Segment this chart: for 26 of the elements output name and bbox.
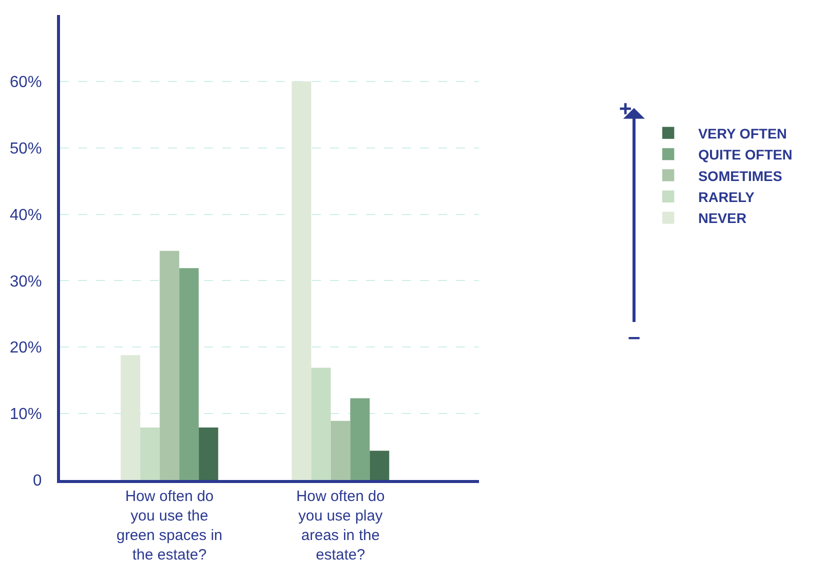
text: – bbox=[628, 324, 640, 349]
bar bbox=[311, 368, 331, 480]
bar bbox=[350, 398, 370, 480]
y-tick-label: 0 bbox=[32, 472, 42, 490]
x-tick-label: How often do you use the green spaces in the estate? bbox=[116, 488, 222, 564]
y-tick-label: 20% bbox=[10, 340, 42, 357]
bar bbox=[370, 450, 390, 480]
legend-label: NEVER bbox=[698, 210, 746, 226]
x-tick-label: How often do you use play areas in the estate? bbox=[296, 488, 385, 564]
text: + bbox=[619, 96, 632, 121]
legend-label: RARELY bbox=[698, 188, 756, 205]
legend-label: VERY OFTEN bbox=[698, 125, 787, 142]
y-tick-label: 10% bbox=[10, 406, 42, 424]
legend-label: SOMETIMES bbox=[698, 168, 782, 184]
y-tick-label: 60% bbox=[10, 74, 42, 92]
bar bbox=[160, 250, 180, 480]
bar bbox=[330, 420, 350, 480]
bar bbox=[179, 268, 199, 480]
bar bbox=[292, 81, 312, 480]
y-tick-label: 50% bbox=[10, 140, 42, 158]
y-tick-label: 40% bbox=[10, 206, 42, 224]
bar bbox=[198, 428, 218, 480]
bar bbox=[140, 428, 160, 480]
legend-label: QUITE OFTEN bbox=[698, 146, 792, 163]
bar bbox=[120, 355, 140, 480]
y-tick-label: 30% bbox=[10, 273, 42, 290]
